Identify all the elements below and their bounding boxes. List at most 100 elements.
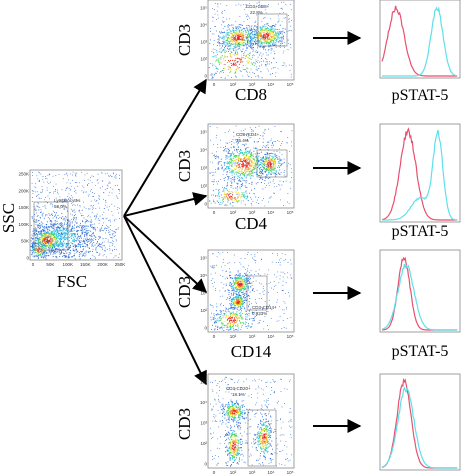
density-dot bbox=[109, 234, 111, 236]
density-dot bbox=[267, 158, 269, 160]
density-dot bbox=[249, 17, 251, 19]
density-dot bbox=[43, 255, 45, 257]
density-dot bbox=[69, 249, 72, 252]
density-dot bbox=[227, 200, 229, 202]
density-dot bbox=[56, 228, 58, 230]
density-dot bbox=[57, 237, 59, 240]
density-dot bbox=[283, 158, 285, 160]
density-dot bbox=[227, 41, 229, 43]
density-dot bbox=[265, 65, 267, 67]
density-dot bbox=[212, 162, 214, 164]
density-dot bbox=[279, 261, 281, 263]
density-dot bbox=[244, 150, 246, 152]
density-dot bbox=[80, 224, 82, 226]
density-dot bbox=[287, 30, 289, 32]
density-dot bbox=[79, 241, 82, 243]
density-dot bbox=[287, 318, 289, 320]
density-dot bbox=[90, 222, 92, 224]
density-dot bbox=[262, 141, 264, 143]
density-dot bbox=[250, 254, 252, 256]
density-dot bbox=[213, 56, 215, 58]
density-dot bbox=[112, 234, 114, 236]
density-dot bbox=[224, 180, 225, 181]
density-dot bbox=[95, 248, 97, 250]
density-dot bbox=[34, 246, 36, 248]
density-dot bbox=[39, 253, 41, 256]
density-dot bbox=[262, 178, 264, 180]
density-dot bbox=[39, 206, 41, 208]
density-dot bbox=[236, 51, 238, 53]
density-dot bbox=[235, 43, 237, 46]
density-dot bbox=[270, 62, 273, 64]
density-dot bbox=[260, 28, 262, 30]
density-dot bbox=[256, 141, 258, 143]
density-dot bbox=[284, 175, 286, 177]
density-dot bbox=[234, 262, 236, 264]
density-dot bbox=[238, 58, 240, 60]
density-dot bbox=[109, 205, 111, 207]
density-dot bbox=[92, 233, 94, 235]
density-dot bbox=[280, 172, 282, 174]
density-dot bbox=[104, 250, 106, 252]
density-dot bbox=[226, 188, 228, 190]
density-dot bbox=[262, 163, 264, 165]
density-dot bbox=[85, 220, 87, 223]
density-dot bbox=[224, 278, 226, 280]
density-dot bbox=[285, 259, 287, 260]
density-dot bbox=[70, 185, 72, 187]
density-dot bbox=[92, 232, 94, 234]
density-dot bbox=[35, 221, 37, 223]
density-dot bbox=[114, 255, 116, 257]
density-dot bbox=[245, 161, 247, 163]
density-dot bbox=[258, 155, 260, 157]
density-dot bbox=[42, 250, 44, 252]
density-dot bbox=[259, 135, 261, 136]
density-dot bbox=[34, 231, 36, 233]
density-dot bbox=[39, 172, 40, 174]
density-dot bbox=[53, 252, 55, 254]
density-dot bbox=[231, 166, 233, 168]
density-dot bbox=[91, 226, 93, 228]
density-dot bbox=[270, 152, 272, 154]
density-dot bbox=[61, 226, 63, 228]
density-dot bbox=[250, 46, 252, 48]
density-dot bbox=[289, 70, 291, 72]
density-dot bbox=[211, 16, 213, 18]
density-dot bbox=[37, 234, 39, 235]
density-dot bbox=[81, 229, 83, 231]
density-dot bbox=[112, 230, 114, 232]
density-dot bbox=[76, 233, 78, 235]
density-dot bbox=[242, 200, 245, 202]
density-dot bbox=[49, 181, 51, 183]
density-dot bbox=[213, 43, 215, 45]
density-dot bbox=[236, 36, 239, 38]
density-dot bbox=[278, 166, 281, 168]
density-dot bbox=[242, 35, 244, 37]
density-dot bbox=[69, 225, 71, 227]
density-dot bbox=[270, 36, 272, 38]
density-dot bbox=[276, 254, 278, 256]
density-dot bbox=[48, 183, 50, 184]
density-dot bbox=[58, 233, 61, 235]
density-dot bbox=[235, 41, 237, 43]
density-dot bbox=[41, 256, 43, 258]
density-dot bbox=[34, 232, 36, 235]
density-dot bbox=[276, 140, 278, 141]
density-dot bbox=[57, 234, 59, 236]
density-dot bbox=[232, 43, 234, 45]
density-dot bbox=[228, 152, 230, 154]
density-dot bbox=[77, 235, 79, 237]
density-dot bbox=[259, 44, 261, 46]
density-dot bbox=[216, 181, 217, 183]
density-dot bbox=[249, 33, 251, 35]
density-dot bbox=[277, 37, 279, 39]
density-dot bbox=[221, 266, 223, 268]
density-dot bbox=[218, 203, 220, 205]
density-dot bbox=[235, 4, 237, 6]
density-dot bbox=[107, 185, 109, 187]
density-dot bbox=[249, 58, 251, 60]
density-dot bbox=[258, 36, 260, 38]
density-dot bbox=[62, 227, 65, 229]
density-dot bbox=[284, 28, 286, 30]
density-dot bbox=[98, 219, 100, 221]
